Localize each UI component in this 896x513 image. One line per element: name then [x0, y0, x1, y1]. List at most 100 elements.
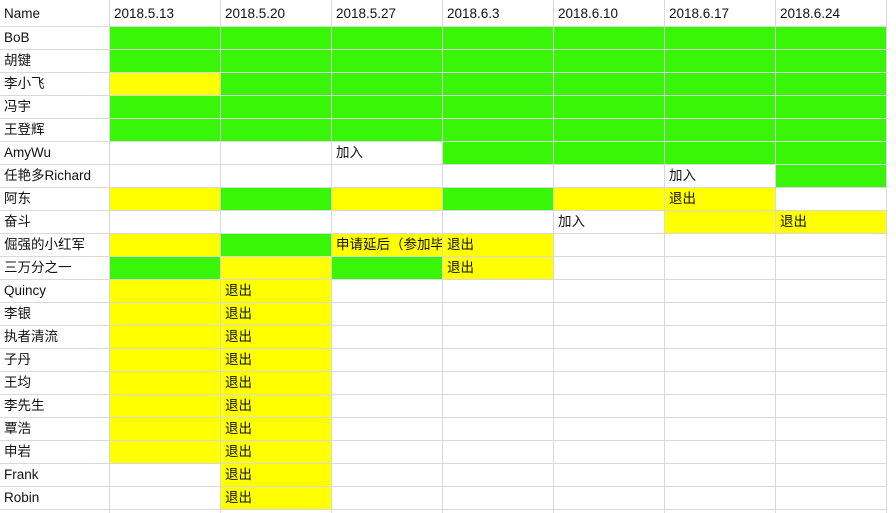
status-cell[interactable] — [332, 119, 443, 142]
header-date-cell[interactable]: 2018.6.3 — [443, 0, 554, 27]
status-cell[interactable] — [776, 119, 887, 142]
status-cell[interactable] — [110, 418, 221, 441]
status-cell[interactable] — [221, 211, 332, 234]
status-cell[interactable] — [776, 142, 887, 165]
status-cell[interactable] — [221, 96, 332, 119]
status-cell[interactable] — [665, 211, 776, 234]
status-cell[interactable] — [776, 326, 887, 349]
row-name-cell[interactable]: 任艳多Richard — [0, 165, 110, 188]
status-note-cell[interactable]: 退出 — [221, 372, 332, 395]
status-cell[interactable] — [110, 487, 221, 510]
status-cell[interactable] — [665, 395, 776, 418]
row-name-cell[interactable] — [0, 510, 110, 513]
status-cell[interactable] — [221, 234, 332, 257]
status-cell[interactable] — [443, 27, 554, 50]
status-cell[interactable] — [110, 142, 221, 165]
status-cell[interactable] — [554, 234, 665, 257]
status-cell[interactable] — [443, 280, 554, 303]
status-note-cell[interactable]: 退出 — [221, 464, 332, 487]
status-cell[interactable] — [110, 510, 221, 513]
status-cell[interactable] — [332, 372, 443, 395]
status-cell[interactable] — [665, 487, 776, 510]
status-note-cell[interactable]: 退出 — [221, 395, 332, 418]
status-cell[interactable] — [554, 441, 665, 464]
status-cell[interactable] — [110, 27, 221, 50]
status-cell[interactable] — [554, 27, 665, 50]
status-note-cell[interactable]: 退出 — [221, 303, 332, 326]
header-date-cell[interactable]: 2018.6.24 — [776, 0, 887, 27]
status-cell[interactable] — [776, 27, 887, 50]
status-cell[interactable] — [110, 211, 221, 234]
status-note-cell[interactable]: 退出 — [665, 188, 776, 211]
status-note-cell[interactable]: 退出 — [221, 326, 332, 349]
row-name-cell[interactable]: 李先生 — [0, 395, 110, 418]
status-cell[interactable] — [443, 464, 554, 487]
status-cell[interactable] — [110, 73, 221, 96]
status-cell[interactable] — [554, 73, 665, 96]
status-cell[interactable] — [554, 96, 665, 119]
status-cell[interactable] — [665, 234, 776, 257]
status-cell[interactable] — [332, 211, 443, 234]
status-cell[interactable] — [332, 280, 443, 303]
status-cell[interactable] — [665, 349, 776, 372]
status-cell[interactable] — [665, 50, 776, 73]
status-cell[interactable] — [221, 257, 332, 280]
status-cell[interactable] — [110, 326, 221, 349]
status-note-cell[interactable]: 退出 — [221, 487, 332, 510]
status-cell[interactable] — [110, 50, 221, 73]
header-date-cell[interactable]: 2018.5.27 — [332, 0, 443, 27]
status-cell[interactable] — [443, 73, 554, 96]
row-name-cell[interactable]: Frank — [0, 464, 110, 487]
status-cell[interactable] — [110, 441, 221, 464]
status-cell[interactable] — [332, 27, 443, 50]
status-cell[interactable] — [332, 50, 443, 73]
status-cell[interactable] — [665, 418, 776, 441]
status-cell[interactable] — [776, 487, 887, 510]
status-cell[interactable] — [443, 441, 554, 464]
status-cell[interactable] — [665, 303, 776, 326]
row-name-cell[interactable]: 申岩 — [0, 441, 110, 464]
status-cell[interactable] — [332, 441, 443, 464]
header-name-cell[interactable]: Name — [0, 0, 110, 27]
status-cell[interactable] — [665, 280, 776, 303]
status-cell[interactable] — [776, 441, 887, 464]
status-cell[interactable] — [443, 395, 554, 418]
row-name-cell[interactable]: 王登辉 — [0, 119, 110, 142]
status-cell[interactable] — [665, 372, 776, 395]
row-name-cell[interactable]: Quincy — [0, 280, 110, 303]
status-cell[interactable] — [221, 73, 332, 96]
status-cell[interactable] — [221, 165, 332, 188]
status-note-cell[interactable]: 退出 — [443, 234, 554, 257]
status-cell[interactable] — [332, 395, 443, 418]
status-note-cell[interactable]: 加入 — [332, 142, 443, 165]
status-cell[interactable] — [776, 234, 887, 257]
status-note-cell[interactable]: 退出 — [776, 211, 887, 234]
status-cell[interactable] — [221, 142, 332, 165]
status-cell[interactable] — [110, 188, 221, 211]
status-cell[interactable] — [776, 464, 887, 487]
row-name-cell[interactable]: 子丹 — [0, 349, 110, 372]
status-cell[interactable] — [776, 165, 887, 188]
status-cell[interactable] — [221, 119, 332, 142]
status-cell[interactable] — [110, 395, 221, 418]
status-note-cell[interactable]: 退出 — [443, 257, 554, 280]
status-cell[interactable] — [554, 510, 665, 513]
status-cell[interactable] — [221, 510, 332, 513]
status-cell[interactable] — [221, 27, 332, 50]
status-cell[interactable] — [443, 487, 554, 510]
row-name-cell[interactable]: 冯宇 — [0, 96, 110, 119]
status-cell[interactable] — [554, 372, 665, 395]
status-cell[interactable] — [443, 211, 554, 234]
row-name-cell[interactable]: 胡键 — [0, 50, 110, 73]
status-cell[interactable] — [776, 73, 887, 96]
status-cell[interactable] — [443, 119, 554, 142]
status-cell[interactable] — [332, 257, 443, 280]
status-cell[interactable] — [665, 27, 776, 50]
status-cell[interactable] — [554, 487, 665, 510]
status-cell[interactable] — [665, 142, 776, 165]
status-cell[interactable] — [776, 303, 887, 326]
status-cell[interactable] — [665, 119, 776, 142]
status-cell[interactable] — [776, 510, 887, 513]
status-cell[interactable] — [443, 50, 554, 73]
status-cell[interactable] — [110, 280, 221, 303]
